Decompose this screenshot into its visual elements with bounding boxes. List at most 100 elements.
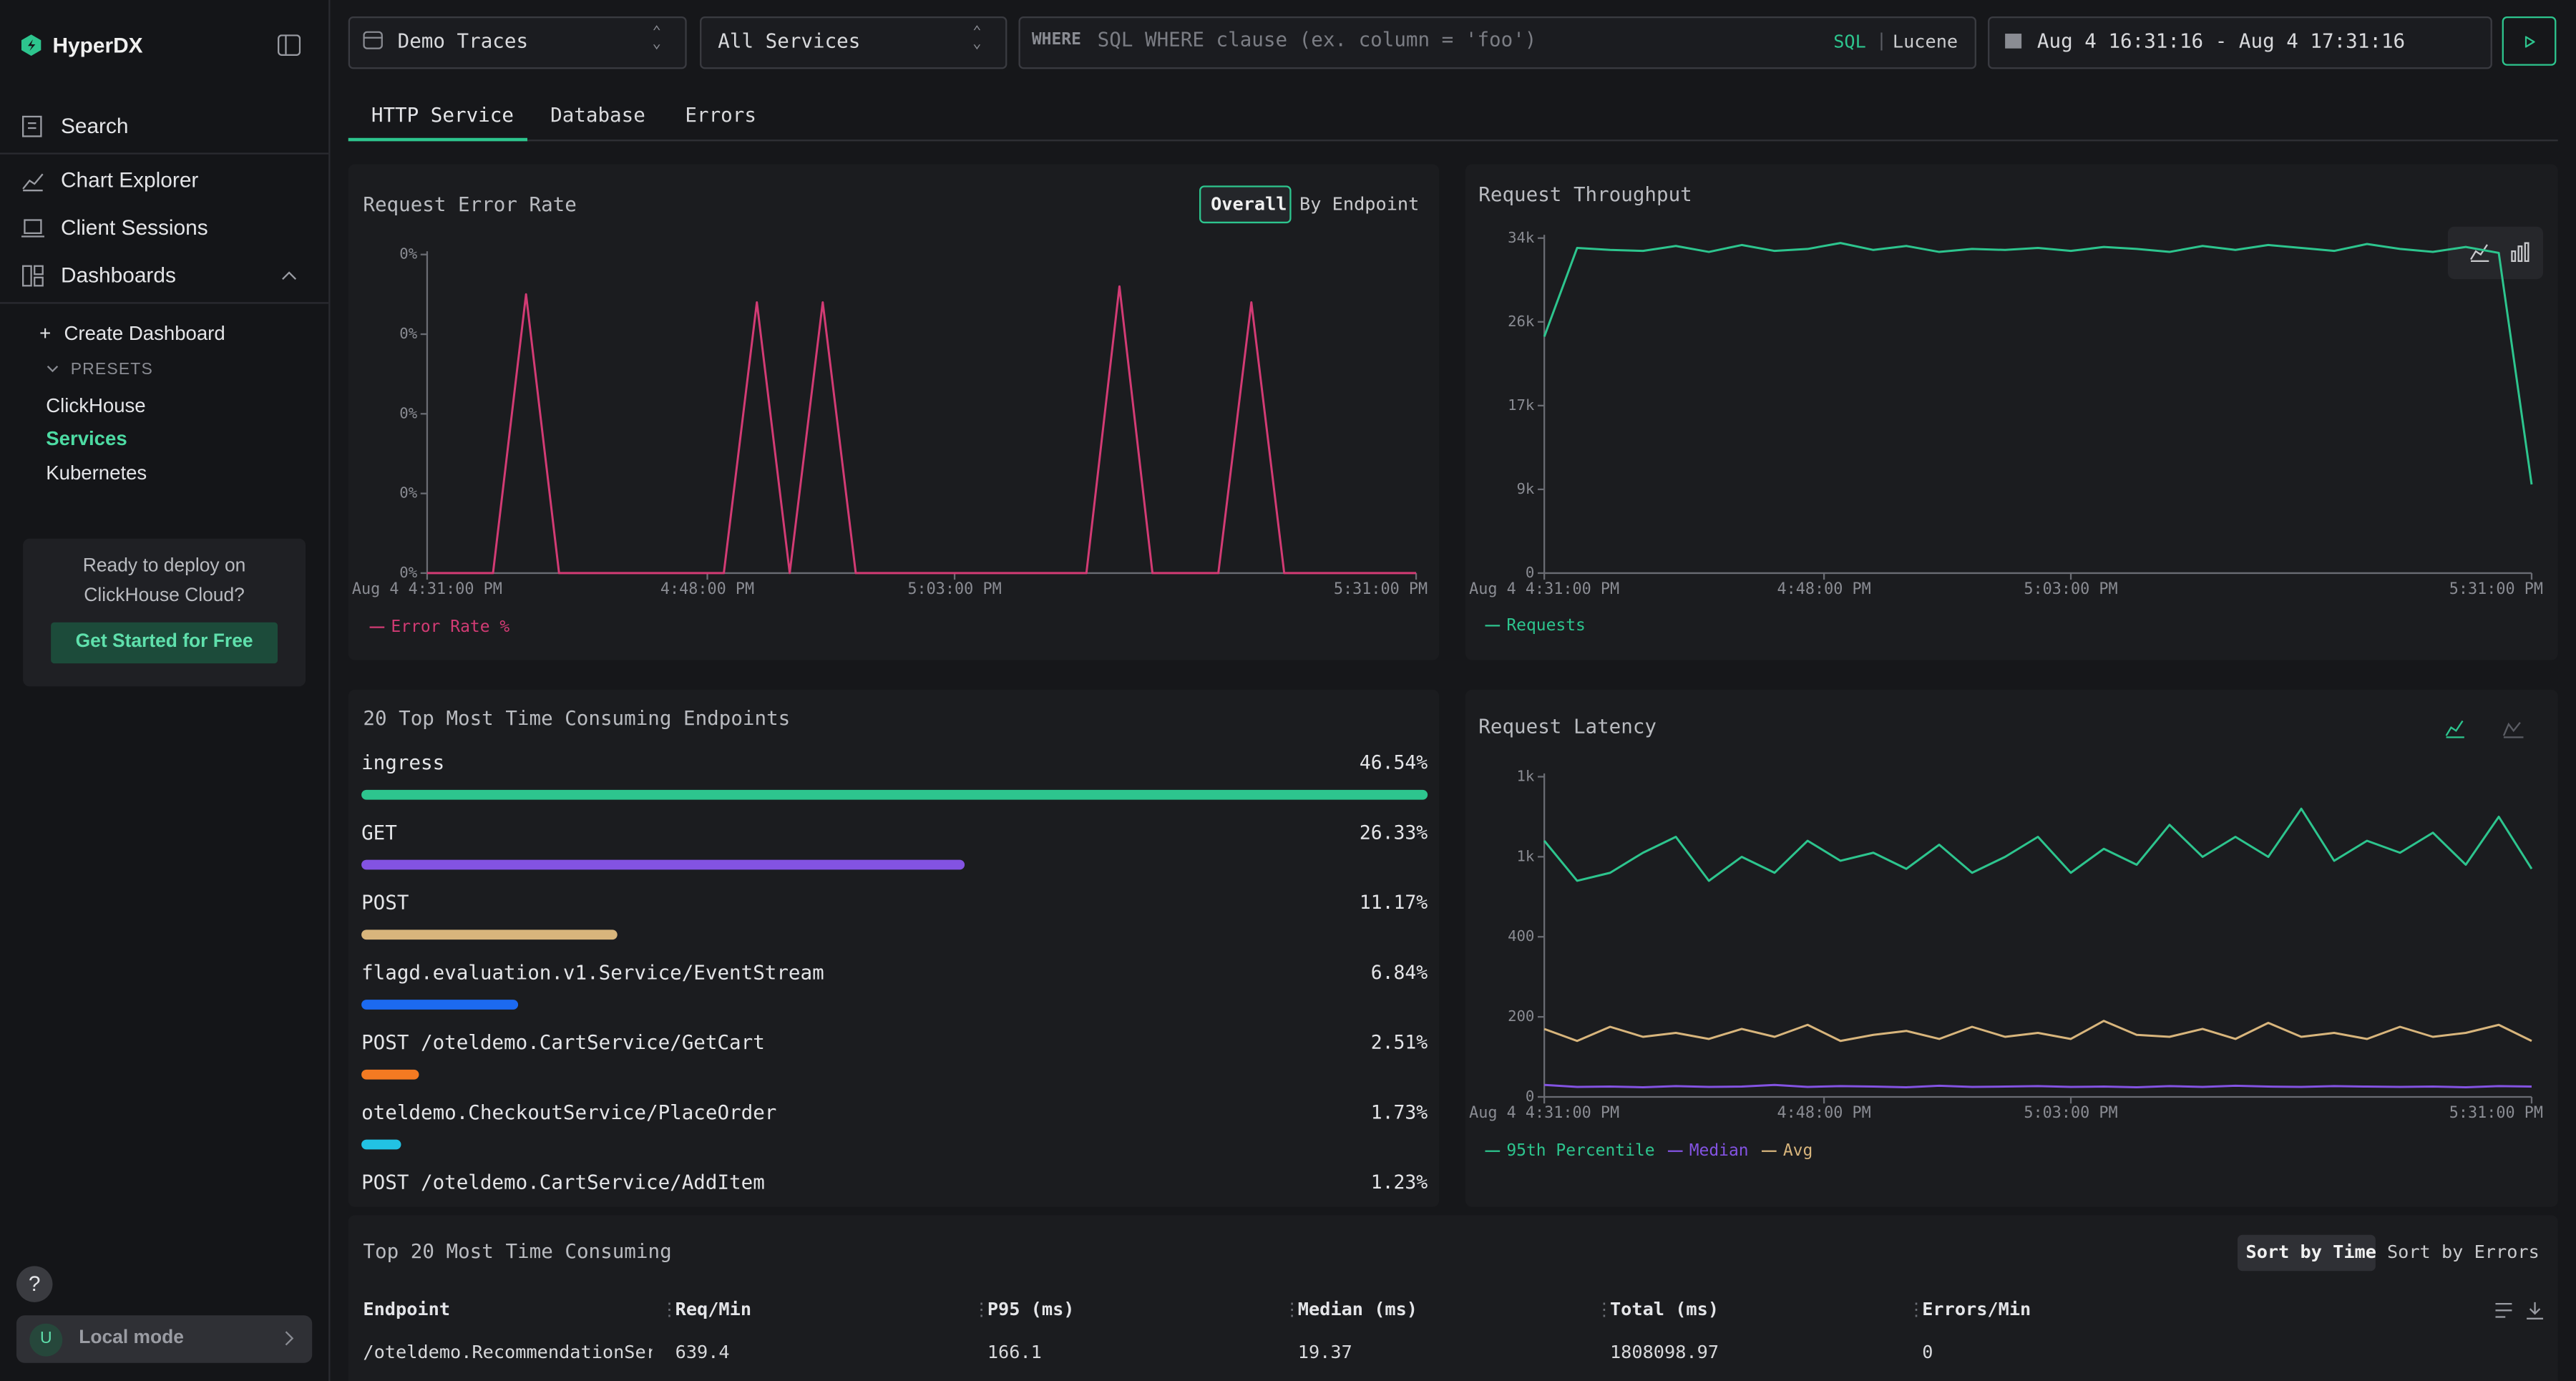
nav-item[interactable]: Search bbox=[60, 113, 129, 138]
legend-label: Avg bbox=[1783, 1141, 1813, 1160]
series-line bbox=[1544, 1083, 2532, 1088]
column-header: P95 (ms) bbox=[987, 1299, 1075, 1321]
bar bbox=[361, 1139, 401, 1150]
sessions-icon bbox=[21, 219, 44, 238]
y-tick-label: 9k bbox=[1517, 480, 1535, 497]
sort-active-bg bbox=[2238, 1234, 2376, 1272]
y-tick-label: 0 bbox=[1526, 1088, 1534, 1105]
select-arrows: ⌃ ⌄ bbox=[652, 24, 661, 53]
bar bbox=[361, 1069, 419, 1080]
query-language[interactable]: SQL bbox=[1833, 31, 1866, 53]
endpoint-label: flagd.evaluation.v1.Service/EventStream bbox=[361, 961, 824, 984]
preset-item[interactable]: ClickHouse bbox=[46, 394, 146, 417]
brand: HyperDX bbox=[52, 32, 143, 58]
bar bbox=[361, 929, 618, 940]
calendar-icon bbox=[2005, 34, 2022, 49]
column-header: Endpoint bbox=[363, 1299, 451, 1321]
x-tick-label: 5:31:00 PM bbox=[1334, 580, 1428, 598]
where-input[interactable] bbox=[1018, 16, 1976, 69]
presets-label: PRESETS bbox=[70, 361, 153, 380]
y-tick-label: 200 bbox=[1508, 1007, 1534, 1025]
y-tick-label: 400 bbox=[1508, 927, 1534, 945]
nav-item[interactable]: Chart Explorer bbox=[60, 167, 199, 192]
nav-item[interactable]: Client Sessions bbox=[60, 215, 208, 240]
x-tick-label: 5:31:00 PM bbox=[2449, 580, 2543, 598]
x-tick-label: 5:03:00 PM bbox=[2024, 580, 2117, 598]
preset-item[interactable]: Services bbox=[46, 426, 127, 450]
y-tick-label: 0% bbox=[399, 245, 417, 263]
column-resizer: ⋮ bbox=[972, 1299, 991, 1321]
separator: | bbox=[1875, 29, 1888, 52]
table-cell: 166.1 bbox=[987, 1341, 1042, 1363]
series-line bbox=[1543, 1020, 2532, 1043]
promo-text: Ready to deploy on ClickHouse Cloud? bbox=[82, 556, 246, 606]
y-tick-label: 1k bbox=[1517, 847, 1535, 864]
sort-option[interactable]: Sort by Errors bbox=[2386, 1241, 2540, 1263]
chevron-up[interactable] bbox=[281, 269, 298, 282]
x-tick-label: Aug 4 4:31:00 PM bbox=[352, 580, 502, 598]
y-tick-label: 0% bbox=[399, 404, 417, 421]
endpoint-value: 26.33% bbox=[1360, 822, 1428, 844]
divider bbox=[0, 152, 329, 155]
play-icon bbox=[2524, 36, 2535, 48]
endpoint-value: 6.84% bbox=[1371, 962, 1428, 984]
series-line bbox=[1543, 807, 2533, 882]
endpoint-value: 2.51% bbox=[1371, 1033, 1428, 1054]
tab[interactable]: Database bbox=[550, 103, 645, 127]
help-button[interactable]: ? bbox=[16, 1266, 53, 1302]
create-dashboard[interactable]: Create Dashboard bbox=[64, 321, 225, 345]
source-value: Demo Traces bbox=[397, 29, 529, 53]
legend-label: 95th Percentile bbox=[1506, 1141, 1654, 1160]
user-avatar: U bbox=[29, 1323, 63, 1357]
collapse-icon[interactable] bbox=[278, 34, 301, 57]
y-tick-label: 17k bbox=[1508, 396, 1535, 414]
tab-indicator bbox=[348, 137, 527, 142]
y-tick-label: 0% bbox=[399, 564, 417, 581]
table-cell: 19.37 bbox=[1297, 1341, 1352, 1363]
chart-icon bbox=[22, 173, 44, 192]
tab[interactable]: HTTP Service bbox=[371, 103, 514, 127]
table-icons[interactable] bbox=[2494, 1301, 2546, 1321]
toggle-active-bg bbox=[1199, 185, 1292, 224]
y-tick-label: 26k bbox=[1508, 313, 1535, 330]
time-picker[interactable] bbox=[1988, 16, 2492, 69]
tab[interactable]: Errors bbox=[685, 103, 756, 127]
user-bar[interactable] bbox=[16, 1315, 313, 1363]
column-resizer: ⋮ bbox=[1283, 1299, 1302, 1321]
preset-item[interactable]: Kubernetes bbox=[46, 461, 147, 484]
panel bbox=[1465, 164, 2558, 660]
bar bbox=[361, 859, 965, 870]
x-tick-label: 5:03:00 PM bbox=[907, 580, 1001, 598]
y-tick-label: 0 bbox=[1526, 564, 1534, 581]
tabs-baseline bbox=[348, 140, 2558, 142]
chart-type-icons[interactable] bbox=[2444, 718, 2527, 739]
endpoint-value: 1.23% bbox=[1371, 1172, 1428, 1194]
promo-button[interactable]: Get Started for Free bbox=[51, 622, 278, 664]
endpoint-value: 11.17% bbox=[1360, 892, 1428, 914]
chart-title: 20 Top Most Time Consuming Endpoints bbox=[363, 707, 790, 730]
endpoint-value: 1.73% bbox=[1371, 1102, 1428, 1123]
chevron-down[interactable] bbox=[46, 364, 59, 374]
service-select[interactable] bbox=[700, 16, 1008, 69]
divider bbox=[0, 302, 329, 304]
source-select[interactable] bbox=[348, 16, 687, 69]
x-tick-label: 5:31:00 PM bbox=[2449, 1104, 2543, 1122]
run-button[interactable] bbox=[2502, 16, 2557, 66]
column-header: Req/Min bbox=[675, 1299, 752, 1321]
y-tick-label: 0% bbox=[399, 484, 417, 502]
legend-label: Median bbox=[1689, 1141, 1749, 1160]
query-language[interactable]: Lucene bbox=[1892, 31, 1958, 53]
chart-type-icons[interactable] bbox=[2469, 241, 2535, 263]
x-tick-label: Aug 4 4:31:00 PM bbox=[1469, 580, 1619, 598]
sidebar bbox=[0, 0, 331, 1381]
toggle[interactable]: By Endpoint bbox=[1299, 193, 1420, 215]
toggle[interactable]: Overall bbox=[1211, 193, 1287, 215]
dashboards-icon bbox=[21, 265, 44, 287]
sort-option[interactable]: Sort by Time bbox=[2245, 1241, 2376, 1263]
x-tick-label: 5:03:00 PM bbox=[2024, 1104, 2117, 1122]
endpoint-label: POST /oteldemo.CartService/GetCart bbox=[361, 1031, 765, 1054]
x-tick-label: Aug 4 4:31:00 PM bbox=[1469, 1104, 1619, 1122]
nav-item[interactable]: Dashboards bbox=[60, 263, 176, 288]
